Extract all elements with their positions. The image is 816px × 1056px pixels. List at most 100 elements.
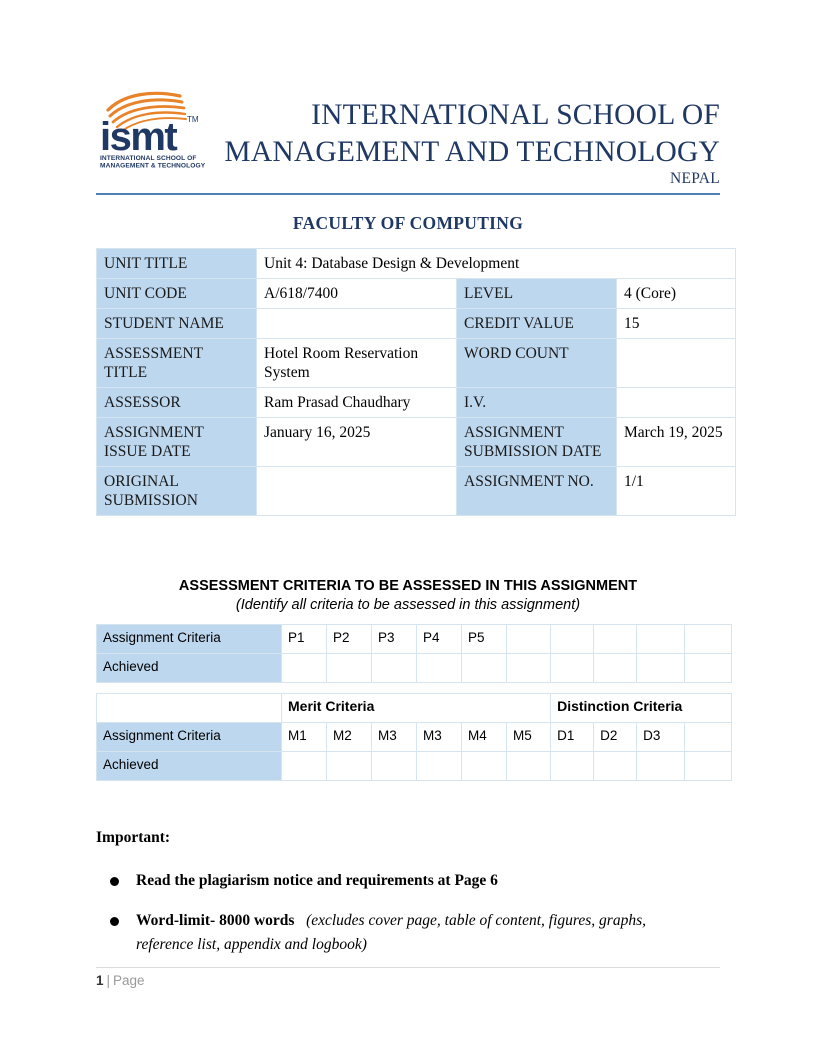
table-row: Achieved bbox=[96, 751, 733, 781]
pass-achieved-cell[interactable] bbox=[636, 653, 685, 683]
info-value-word-count bbox=[615, 338, 737, 388]
pass-code-cell bbox=[506, 624, 551, 654]
info-label-student-name: STUDENT NAME bbox=[96, 308, 257, 339]
info-value-submission-date: March 19, 2025 bbox=[615, 417, 737, 467]
bullet-icon bbox=[110, 917, 119, 926]
merit-achieved-cell[interactable] bbox=[281, 751, 327, 781]
info-label-issue-date: ASSIGNMENT ISSUE DATE bbox=[96, 417, 257, 467]
info-value-unit-code: A/618/7400 bbox=[256, 278, 457, 309]
table-row: ASSESSMENT TITLE Hotel Room Reservation … bbox=[96, 338, 737, 388]
distinction-criteria-group-label: Distinction Criteria bbox=[550, 693, 733, 723]
group-row-empty-label bbox=[96, 693, 282, 723]
info-label-level: LEVEL bbox=[456, 278, 617, 309]
distinction-code-cell bbox=[684, 722, 733, 752]
distinction-code-cell: D3 bbox=[636, 722, 686, 752]
info-value-assignment-no: 1/1 bbox=[615, 466, 737, 516]
pass-achieved-cell[interactable] bbox=[326, 653, 372, 683]
criteria-heading: ASSESSMENT CRITERIA TO BE ASSESSED IN TH… bbox=[178, 578, 638, 594]
svg-text:TM: TM bbox=[187, 115, 199, 124]
criteria-subheading: (Identify all criteria to be assessed in… bbox=[235, 597, 581, 613]
info-value-iv bbox=[615, 387, 737, 418]
list-item: Word-limit- 8000 words (excludes cover p… bbox=[96, 909, 696, 957]
header-divider bbox=[96, 193, 720, 195]
table-row: Achieved bbox=[96, 653, 732, 683]
footer-divider bbox=[96, 967, 720, 968]
pass-achieved-cell[interactable] bbox=[416, 653, 462, 683]
table-row: Assignment Criteria M1 M2 M3 M3 M4 M5 D1… bbox=[96, 722, 733, 752]
merit-achieved-cell[interactable] bbox=[461, 751, 507, 781]
pass-label-criteria: Assignment Criteria bbox=[96, 624, 282, 654]
merit-achieved-cell[interactable] bbox=[505, 751, 552, 781]
faculty-title: FACULTY OF COMPUTING bbox=[292, 213, 524, 233]
info-value-level: 4 (Core) bbox=[615, 278, 737, 309]
svg-text:ismt: ismt bbox=[100, 115, 177, 159]
document-header: ismt TM INTERNATIONAL SCHOOL OF MANAGEME… bbox=[96, 88, 720, 188]
info-label-submission-date: ASSIGNMENT SUBMISSION DATE bbox=[456, 417, 617, 467]
table-row: ORIGINAL SUBMISSION ASSIGNMENT NO. 1/1 bbox=[96, 466, 737, 516]
table-row: ASSESSOR Ram Prasad Chaudhary I.V. bbox=[96, 387, 737, 418]
info-label-credit-value: CREDIT VALUE bbox=[456, 308, 617, 339]
important-title: Important: bbox=[96, 829, 171, 846]
footer-page-word: Page bbox=[113, 973, 145, 988]
pass-code-cell bbox=[550, 624, 594, 654]
pass-code-cell: P5 bbox=[461, 624, 507, 654]
distinction-achieved-cell[interactable] bbox=[636, 751, 686, 781]
svg-text:INTERNATIONAL SCHOOL OF: INTERNATIONAL SCHOOL OF bbox=[100, 155, 196, 162]
important-notes-list: Read the plagiarism notice and requireme… bbox=[96, 869, 696, 973]
info-label-unit-title: UNIT TITLE bbox=[96, 248, 257, 279]
merit-code-cell: M3 bbox=[371, 722, 417, 752]
info-value-issue-date: January 16, 2025 bbox=[256, 417, 457, 467]
pass-code-cell: P3 bbox=[371, 624, 417, 654]
distinction-achieved-cell[interactable] bbox=[684, 751, 733, 781]
merit-distinction-body: Merit Criteria Distinction Criteria Assi… bbox=[96, 693, 733, 781]
merit-criteria-group-label: Merit Criteria bbox=[280, 693, 552, 723]
pass-code-cell: P1 bbox=[281, 624, 327, 654]
merit-label-criteria: Assignment Criteria bbox=[96, 722, 282, 752]
table-row: UNIT TITLE Unit 4: Database Design & Dev… bbox=[96, 248, 737, 279]
merit-code-cell: M3 bbox=[416, 722, 462, 752]
info-value-assessor: Ram Prasad Chaudhary bbox=[256, 387, 457, 418]
table-row: Assignment Criteria P1 P2 P3 P4 P5 bbox=[96, 624, 732, 654]
pass-code-cell bbox=[684, 624, 732, 654]
info-value-assessment-title: Hotel Room Reservation System bbox=[256, 338, 457, 388]
pass-achieved-cell[interactable] bbox=[461, 653, 507, 683]
merit-code-cell: M4 bbox=[461, 722, 507, 752]
merit-code-cell: M5 bbox=[505, 722, 552, 752]
info-value-credit-value: 15 bbox=[615, 308, 737, 339]
pass-code-cell bbox=[593, 624, 637, 654]
organization-country: NEPAL bbox=[669, 170, 720, 187]
table-row: Merit Criteria Distinction Criteria bbox=[96, 693, 733, 723]
info-label-unit-code: UNIT CODE bbox=[96, 278, 257, 309]
merit-code-cell: M1 bbox=[281, 722, 327, 752]
table-row: STUDENT NAME CREDIT VALUE 15 bbox=[96, 308, 737, 339]
merit-achieved-cell[interactable] bbox=[416, 751, 462, 781]
assignment-info-body: UNIT TITLE Unit 4: Database Design & Dev… bbox=[96, 248, 737, 516]
info-label-assignment-no: ASSIGNMENT NO. bbox=[456, 466, 617, 516]
note-strong-text: Word-limit- 8000 words bbox=[136, 912, 295, 929]
pass-criteria-body: Assignment Criteria P1 P2 P3 P4 P5 Achie… bbox=[96, 624, 732, 683]
pass-achieved-cell[interactable] bbox=[281, 653, 327, 683]
distinction-achieved-cell[interactable] bbox=[550, 751, 595, 781]
pass-achieved-cell[interactable] bbox=[593, 653, 637, 683]
pass-achieved-cell[interactable] bbox=[506, 653, 551, 683]
info-value-original-submission bbox=[256, 466, 457, 516]
info-value-student-name bbox=[256, 308, 457, 339]
distinction-achieved-cell[interactable] bbox=[593, 751, 638, 781]
ismt-logo: ismt TM INTERNATIONAL SCHOOL OF MANAGEME… bbox=[96, 88, 206, 170]
merit-code-cell: M2 bbox=[326, 722, 372, 752]
pass-achieved-cell[interactable] bbox=[550, 653, 594, 683]
pass-achieved-cell[interactable] bbox=[684, 653, 732, 683]
distinction-code-cell: D1 bbox=[550, 722, 595, 752]
info-label-iv: I.V. bbox=[456, 387, 617, 418]
note-em-text: (excludes cover page, table of content, … bbox=[136, 912, 646, 953]
merit-achieved-cell[interactable] bbox=[371, 751, 417, 781]
distinction-code-cell: D2 bbox=[593, 722, 638, 752]
info-label-original-submission: ORIGINAL SUBMISSION bbox=[96, 466, 257, 516]
pass-code-cell: P4 bbox=[416, 624, 462, 654]
merit-achieved-cell[interactable] bbox=[326, 751, 372, 781]
pass-criteria-table: Assignment Criteria P1 P2 P3 P4 P5 Achie… bbox=[96, 624, 732, 683]
pass-achieved-cell[interactable] bbox=[371, 653, 417, 683]
criteria-heading-block: ASSESSMENT CRITERIA TO BE ASSESSED IN TH… bbox=[96, 577, 720, 615]
list-item: Read the plagiarism notice and requireme… bbox=[96, 869, 696, 893]
